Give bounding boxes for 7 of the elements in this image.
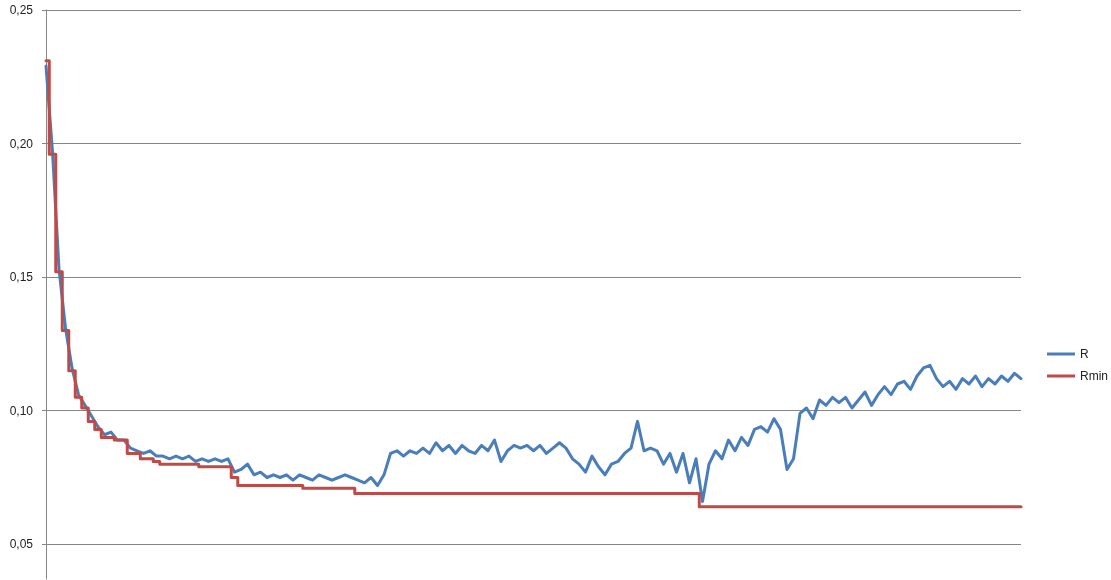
y-tick-label: 0,15 bbox=[9, 270, 34, 285]
y-tick-label: 0,25 bbox=[9, 3, 34, 17]
legend-label: R bbox=[1080, 347, 1089, 361]
y-tick-label: 0,10 bbox=[9, 403, 34, 418]
legend-label: Rmin bbox=[1080, 369, 1109, 383]
y-tick-label: 0,20 bbox=[9, 136, 34, 151]
y-tick-label: 0,05 bbox=[9, 537, 34, 552]
